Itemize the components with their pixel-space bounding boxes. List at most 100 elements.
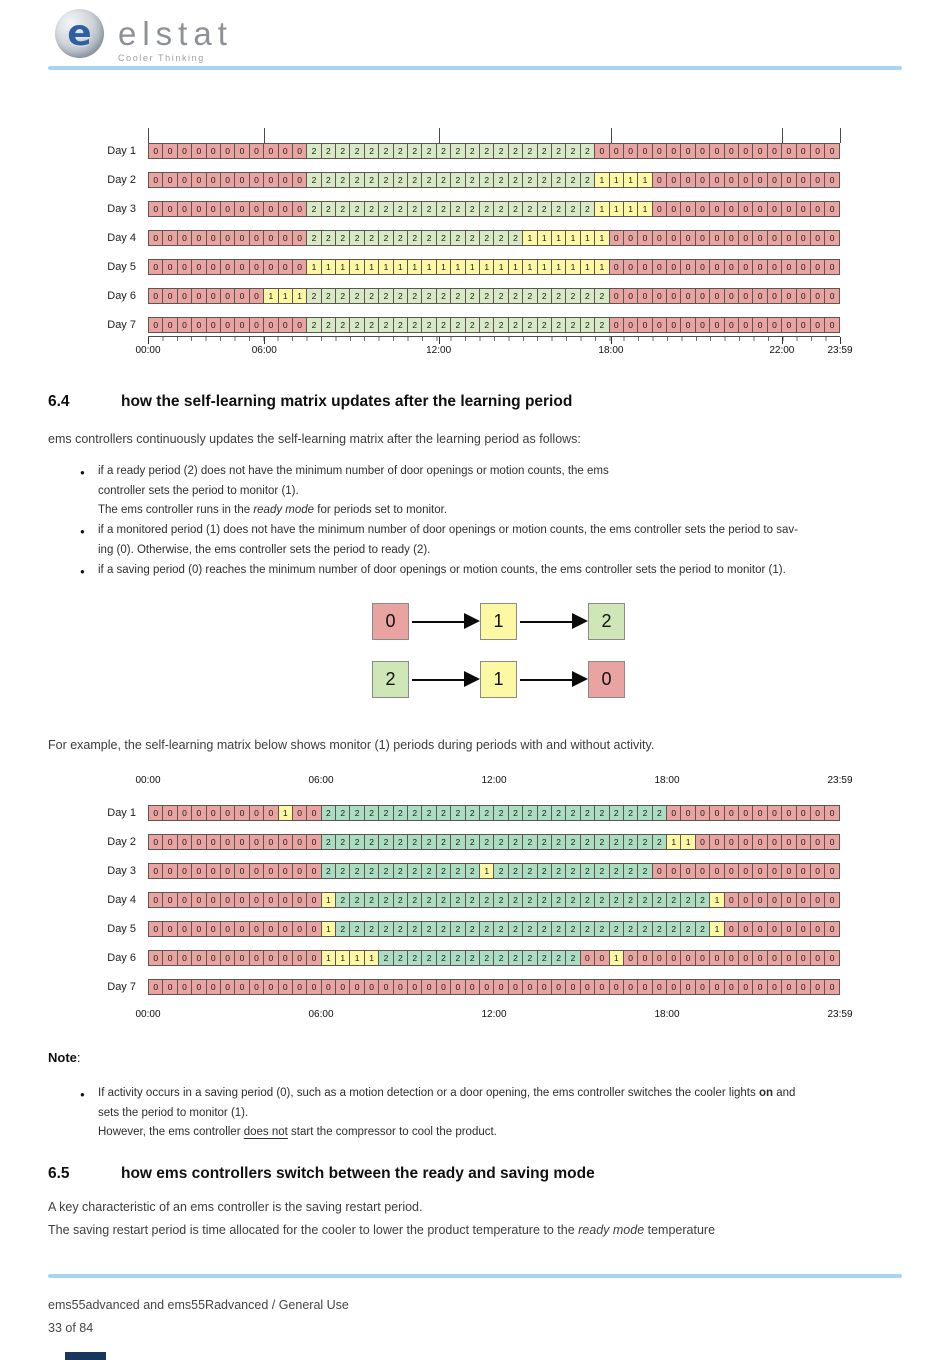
axis-time-label: 00:00 [135, 775, 161, 786]
bullet-saving-period: ● if a saving period (0) reaches the min… [80, 561, 910, 581]
matrix-cell: 2 [363, 834, 380, 850]
matrix-cell: 0 [651, 317, 668, 333]
bullet-ready-period: ● if a ready period (2) does not have th… [80, 462, 910, 521]
matrix-cell: 0 [349, 979, 365, 995]
matrix-cell: 0 [392, 979, 409, 995]
matrix-cell: 0 [752, 805, 768, 821]
matrix-cell: 2 [306, 172, 322, 188]
matrix-cell: 0 [594, 979, 610, 995]
matrix-cell: 0 [666, 317, 682, 333]
matrix-cell: 0 [824, 950, 840, 966]
matrix-cell: 0 [263, 950, 279, 966]
matrix-cell: 0 [263, 230, 279, 246]
matrix-cell: 0 [219, 288, 236, 304]
elstat-logo-icon: e [55, 9, 104, 58]
matrix-cell: 2 [565, 950, 581, 966]
matrix-cell: 2 [464, 172, 480, 188]
matrix-cell: 2 [522, 950, 538, 966]
matrix-cell: 0 [680, 201, 696, 217]
matrix-cell: 0 [723, 892, 740, 908]
matrix-cell: 0 [234, 863, 250, 879]
matrix-cell: 0 [795, 979, 811, 995]
matrix-cell: 1 [306, 259, 322, 275]
matrix-cell: 0 [809, 805, 826, 821]
matrix-cell: 0 [291, 805, 308, 821]
matrix-cell: 0 [752, 201, 768, 217]
matrix-cell: 0 [738, 921, 754, 937]
matrix-cell: 0 [608, 259, 624, 275]
axis-time-label: 23:59 [827, 775, 853, 786]
arrow-right-icon [412, 670, 480, 687]
matrix-cell: 1 [291, 288, 308, 304]
matrix-cell: 0 [795, 259, 811, 275]
section-number: 6.5 [48, 1165, 70, 1182]
matrix-cell: 1 [478, 863, 495, 879]
matrix-cell: 2 [450, 288, 466, 304]
axis-time-label: 23:59 [827, 345, 853, 356]
matrix-cell: 2 [363, 201, 380, 217]
matrix-cell: 2 [349, 834, 365, 850]
matrix-cell: 2 [522, 892, 538, 908]
day-label: Day 2 [107, 174, 136, 186]
bullet-dot-icon: ● [80, 468, 85, 477]
matrix-cell: 0 [824, 288, 840, 304]
matrix-cell: 0 [781, 288, 797, 304]
matrix-cell: 0 [752, 892, 768, 908]
matrix-cell: 1 [335, 259, 351, 275]
matrix-cell: 0 [694, 201, 711, 217]
matrix-cell: 2 [493, 317, 509, 333]
matrix-cell: 0 [781, 950, 797, 966]
matrix-cell: 0 [694, 834, 711, 850]
matrix-cell: 0 [234, 288, 250, 304]
matrix-cell: 2 [536, 863, 552, 879]
matrix-cell: 2 [522, 201, 538, 217]
matrix-cell: 1 [421, 259, 437, 275]
on-bold: on [758, 1087, 774, 1099]
matrix-cell: 2 [507, 230, 524, 246]
matrix-cell: 2 [392, 201, 409, 217]
matrix-cell: 2 [536, 892, 552, 908]
matrix-cell: 1 [522, 230, 538, 246]
matrix-cell: 0 [694, 317, 711, 333]
matrix-cell: 2 [320, 143, 337, 159]
matrix-cell: 2 [651, 892, 668, 908]
axis-major-tick [840, 337, 841, 344]
matrix-cell: 2 [622, 892, 639, 908]
axis-tick [840, 128, 841, 143]
matrix-cell: 0 [263, 834, 279, 850]
matrix-cell: 0 [809, 834, 826, 850]
matrix-cell: 2 [450, 892, 466, 908]
matrix-cell: 0 [694, 172, 711, 188]
matrix-cell: 0 [219, 201, 236, 217]
axis-time-label: 12:00 [481, 775, 507, 786]
matrix-cell: 2 [579, 288, 596, 304]
matrix-cell: 0 [651, 950, 668, 966]
matrix-cell: 1 [608, 201, 624, 217]
matrix-cell: 2 [507, 834, 524, 850]
matrix-cell: 1 [637, 201, 653, 217]
matrix-cell: 0 [579, 950, 596, 966]
matrix-cell: 0 [148, 201, 164, 217]
axis-major-tick [148, 337, 149, 344]
axis-time-label: 12:00 [481, 1009, 507, 1020]
matrix-cell: 2 [522, 863, 538, 879]
matrix-cell: 0 [263, 143, 279, 159]
matrix-cell: 0 [148, 259, 164, 275]
matrix-cell: 0 [191, 143, 207, 159]
matrix-cell: 2 [478, 317, 495, 333]
matrix-cell: 2 [378, 805, 394, 821]
matrix-cell: 1 [349, 259, 365, 275]
matrix-cell: 2 [464, 921, 480, 937]
matrix-cell: 2 [608, 892, 624, 908]
matrix-cell: 0 [752, 863, 768, 879]
bullet-line: The ems controller runs in the ready mod… [98, 504, 448, 517]
matrix-cell: 0 [666, 259, 682, 275]
matrix-cell: 2 [651, 921, 668, 937]
matrix-cell: 2 [407, 172, 423, 188]
matrix-cell: 2 [378, 863, 394, 879]
